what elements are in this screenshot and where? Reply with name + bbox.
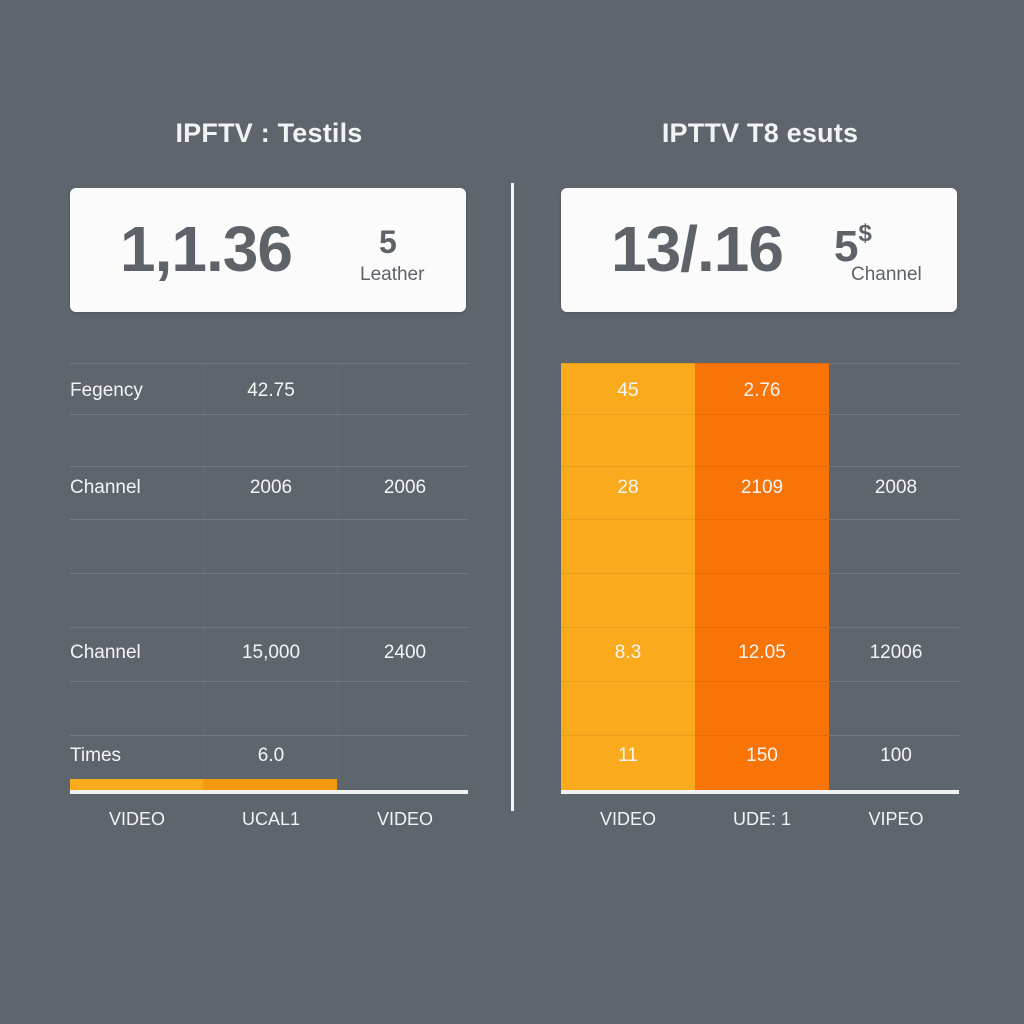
grid-row-line — [70, 414, 468, 415]
grid-row-line — [561, 627, 959, 628]
table-cell: 100 — [880, 745, 912, 766]
table-cell: 2006 — [383, 477, 427, 498]
grid-row-line — [561, 519, 959, 520]
table-cell: 15,000 — [241, 642, 301, 663]
table-cell: 2006 — [249, 477, 293, 498]
x-axis-label: UCAL1 — [241, 809, 301, 829]
table-cell: 42.75 — [247, 380, 295, 401]
left-panel-title: IPFTV : Testils — [175, 118, 363, 148]
left-summary-card: 1,1.36 5 Leather — [70, 188, 466, 312]
right-summary-secondary-value: 5 — [834, 222, 859, 271]
table-cell: 28 — [617, 477, 639, 498]
right-panel-title: IPTTV T8 esuts — [661, 118, 859, 148]
right-summary-value: 13/.16 — [611, 213, 784, 285]
grid-row-line — [70, 466, 468, 467]
right-summary-secondary: 5$ — [834, 220, 872, 272]
x-axis-label: UDE: 1 — [732, 809, 792, 829]
row-label: Channel — [70, 477, 141, 498]
grid-row-line — [561, 735, 959, 736]
grid-row-line — [561, 466, 959, 467]
grid-row-line — [829, 519, 959, 520]
grid-row-line — [561, 363, 959, 364]
bar-video — [70, 779, 203, 791]
right-summary-card: 13/.16 5$ Channel — [561, 188, 957, 312]
table-cell: 2.76 — [743, 380, 781, 401]
grid-row-line — [829, 627, 959, 628]
left-data-grid: Fegency 42.75 Channel 2006 2006 Channel … — [70, 363, 468, 794]
grid-row-line — [70, 681, 468, 682]
left-summary-secondary-label: Leather — [360, 264, 425, 285]
grid-row-line — [70, 519, 468, 520]
grid-column-divider — [337, 363, 338, 791]
table-cell: 150 — [746, 745, 778, 766]
grid-row-line — [561, 414, 959, 415]
table-cell: 45 — [617, 380, 639, 401]
grid-row-line — [70, 627, 468, 628]
grid-row-line — [829, 681, 959, 682]
table-cell: 8.3 — [614, 642, 642, 663]
bar-video — [561, 363, 695, 791]
bar-ude1 — [695, 363, 829, 791]
table-cell: 11 — [618, 745, 638, 766]
right-data-grid: 45 2.76 28 2109 2008 8.3 12.05 12006 11 … — [561, 363, 959, 794]
left-summary-secondary-value: 5 — [379, 224, 397, 260]
table-cell: 6.0 — [257, 745, 285, 766]
grid-row-line — [70, 573, 468, 574]
x-axis-label: VIDEO — [599, 809, 656, 829]
grid-column-divider — [203, 363, 204, 791]
panel-divider — [511, 183, 514, 811]
grid-row-line — [829, 363, 959, 364]
grid-row-line — [829, 414, 959, 415]
grid-row-line — [561, 681, 959, 682]
grid-row-line — [561, 573, 959, 574]
table-cell: 2008 — [874, 477, 918, 498]
right-results-panel: IPTTV T8 esuts 13/.16 5$ Channel 45 2.76… — [561, 0, 959, 1024]
chart-baseline — [70, 790, 468, 794]
grid-row-line — [829, 573, 959, 574]
x-axis-label: VIPEO — [868, 809, 924, 829]
bar-ucal1 — [203, 779, 337, 791]
chart-baseline — [561, 790, 959, 794]
table-cell: 12006 — [869, 642, 923, 663]
grid-row-line — [829, 466, 959, 467]
row-label: Channel — [70, 642, 141, 663]
grid-row-line — [829, 735, 959, 736]
right-summary-secondary-label: Channel — [851, 264, 922, 285]
dollar-sign-icon: $ — [858, 220, 872, 247]
table-cell: 12.05 — [738, 642, 786, 663]
grid-row-line — [70, 363, 468, 364]
x-axis-label: VIDEO — [108, 809, 165, 829]
table-cell: 2109 — [740, 477, 784, 498]
left-results-panel: IPFTV : Testils 1,1.36 5 Leather Fegency… — [70, 0, 468, 1024]
grid-row-line — [70, 735, 468, 736]
x-axis-label: VIDEO — [376, 809, 433, 829]
left-summary-value: 1,1.36 — [120, 213, 293, 285]
table-cell: 2400 — [383, 642, 427, 663]
row-label: Times — [70, 745, 122, 766]
row-label: Fegency — [70, 380, 143, 401]
